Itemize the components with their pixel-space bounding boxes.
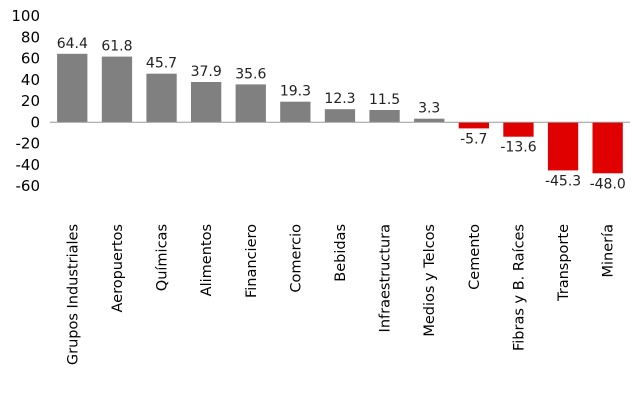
bar (280, 101, 311, 123)
data-label: 11.5 (369, 92, 400, 108)
y-tick-label: 100 (11, 7, 40, 25)
bar (458, 122, 489, 129)
bar (414, 118, 445, 123)
bar (503, 122, 534, 137)
bar (369, 110, 400, 123)
y-tick-label: 40 (21, 71, 40, 89)
data-label: 12.3 (324, 91, 355, 107)
category-label: Alimentos (199, 224, 215, 296)
data-label: 64.4 (57, 36, 88, 52)
y-tick-label: -20 (16, 135, 41, 153)
data-label: 61.8 (101, 39, 132, 55)
category-label: Grupos Industriales (65, 224, 81, 365)
bar (146, 73, 177, 123)
y-tick-label: 60 (21, 50, 40, 68)
bar (235, 84, 266, 123)
category-label: Aeropuertos (110, 224, 126, 313)
data-label: 37.9 (191, 64, 222, 80)
category-label: Comercio (288, 224, 304, 293)
bar (57, 53, 88, 123)
data-label: -13.6 (500, 140, 536, 156)
y-tick-label: -60 (16, 177, 41, 195)
bar (547, 122, 579, 171)
data-label: 35.6 (235, 66, 266, 82)
data-label: 3.3 (418, 101, 440, 117)
category-labels: Grupos Industriales Aeropuertos Químicas Al… (65, 224, 616, 365)
y-tick-label: 80 (21, 28, 40, 46)
data-labels: 64.4 61.845.737.9 35.619.3 12.3 11.53.3-5.7-… (57, 36, 626, 193)
data-label: 19.3 (280, 84, 311, 100)
data-label: 45.7 (146, 56, 177, 72)
y-tick-label: 0 (30, 113, 40, 131)
category-label: Minería (601, 224, 617, 278)
bars (57, 53, 623, 174)
y-tick-label: -40 (16, 156, 41, 174)
category-label: Infraestructura (378, 224, 394, 332)
bar (592, 122, 623, 174)
category-label: Químicas (155, 224, 171, 291)
data-label: -5.7 (460, 131, 487, 147)
category-label: Transporte (556, 224, 572, 302)
bar (324, 109, 356, 123)
data-label: -45.3 (545, 173, 581, 189)
y-axis-ticks: 100 80 60 40 20 0 -20 -40 -60 (11, 7, 40, 195)
category-label: Fibras y B. Raíces (512, 224, 528, 351)
bar (101, 56, 133, 123)
category-label: Bebidas (333, 224, 349, 282)
data-label: -48.0 (590, 176, 626, 192)
category-label: Financiero (244, 224, 260, 298)
bar (191, 82, 222, 123)
category-label: Medios y Telcos (422, 224, 438, 337)
category-label: Cemento (467, 224, 483, 290)
y-tick-label: 20 (21, 92, 40, 110)
